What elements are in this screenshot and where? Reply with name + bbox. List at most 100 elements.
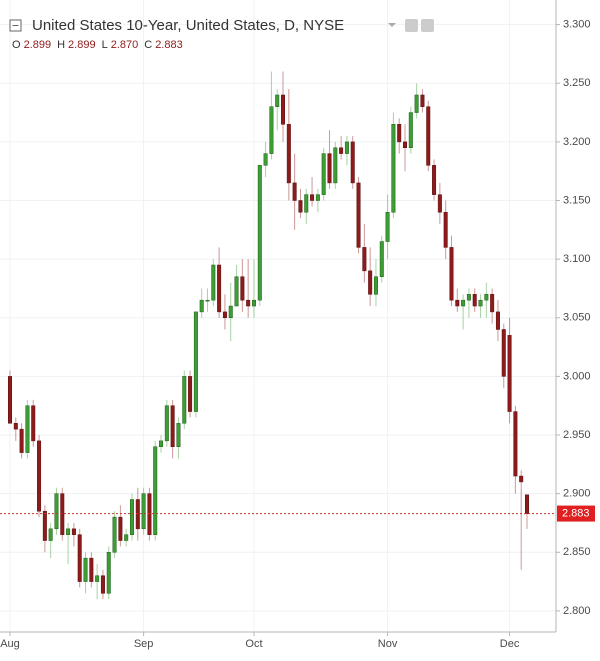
candle-body	[455, 299, 460, 307]
candle-body	[304, 194, 309, 213]
candle-body	[71, 528, 76, 535]
candle-body	[217, 264, 222, 313]
candle-body	[397, 124, 402, 143]
y-tick-label: 2.850	[563, 546, 591, 558]
candle-body	[147, 493, 152, 535]
candle-body	[234, 276, 239, 307]
candle-body	[89, 557, 94, 582]
candle-body	[135, 499, 140, 530]
candle-body	[403, 141, 408, 148]
candle-body	[246, 299, 251, 307]
header-label: O	[12, 39, 21, 51]
candle-body	[292, 182, 297, 201]
candles	[8, 71, 529, 600]
candle-body	[112, 516, 117, 553]
candle-body	[379, 241, 384, 277]
candle-body	[42, 510, 47, 541]
candle-body	[490, 294, 495, 313]
candle-body	[193, 311, 198, 412]
candle-body	[432, 165, 437, 195]
candle-body	[327, 153, 332, 184]
candle-body	[164, 405, 169, 442]
y-tick-label: 2.900	[563, 488, 591, 500]
candle-body	[408, 112, 413, 148]
dropdown-icon[interactable]	[388, 23, 396, 27]
candle-body	[356, 182, 361, 248]
candle-body	[19, 428, 24, 453]
candle-body	[344, 141, 349, 154]
candle-body	[54, 493, 59, 530]
candle-body	[269, 106, 274, 154]
candle-body	[333, 147, 338, 184]
candle-body	[484, 294, 489, 301]
candle-body	[240, 276, 245, 301]
candle-body	[478, 299, 483, 307]
candle-body	[176, 423, 181, 447]
y-tick-label: 2.800	[563, 605, 591, 617]
candle-body	[373, 276, 378, 295]
last-price-box	[557, 505, 595, 522]
candle-body	[83, 557, 88, 582]
candle-body	[461, 299, 466, 307]
candle-body	[281, 94, 286, 125]
candle-body	[13, 423, 18, 430]
y-tick-label: 3.050	[563, 312, 591, 324]
candle-body	[141, 493, 146, 530]
y-tick-label: 3.150	[563, 194, 591, 206]
candle-body	[275, 94, 280, 107]
candle-body	[100, 575, 105, 594]
candle-body	[426, 106, 431, 166]
candle-body	[129, 499, 134, 535]
header-label: C	[144, 39, 152, 51]
candle-body	[420, 94, 425, 107]
header-value: 2.899	[24, 39, 52, 51]
candle-body	[525, 494, 529, 514]
candle-body	[350, 141, 355, 184]
settings-icon[interactable]	[421, 19, 434, 32]
candle-body	[25, 405, 30, 453]
candle-body	[466, 294, 471, 301]
candle-body	[31, 405, 36, 442]
candle-body	[159, 440, 164, 447]
candle-body	[495, 311, 500, 330]
eye-icon[interactable]	[405, 19, 418, 32]
candle-body	[362, 247, 367, 272]
candle-body	[205, 299, 210, 302]
candle-body	[124, 534, 129, 541]
candle-body	[368, 270, 373, 295]
candle-body	[48, 528, 53, 541]
candle-body	[118, 516, 123, 541]
candle-body	[257, 165, 262, 301]
candle-body	[66, 528, 71, 535]
candle-body	[385, 211, 390, 242]
y-tick-label: 3.250	[563, 77, 591, 89]
candle-body	[501, 329, 506, 377]
candle-body	[228, 305, 233, 319]
y-tick-label: 3.100	[563, 253, 591, 265]
candle-body	[286, 124, 291, 184]
candle-body	[449, 247, 454, 301]
x-tick-label: Aug	[0, 638, 20, 650]
candle-body	[437, 194, 442, 213]
chart-title: United States 10-Year, United States, D,…	[32, 17, 344, 34]
x-tick-label: Oct	[245, 638, 262, 650]
candle-body	[95, 575, 100, 582]
candle-body	[513, 411, 518, 477]
header-value: 2.899	[68, 39, 96, 51]
candle-body	[443, 211, 448, 248]
y-tick-label: 3.200	[563, 136, 591, 148]
x-tick-label: Nov	[378, 638, 398, 650]
last-price-label: 2.883	[562, 507, 590, 519]
candle-body	[263, 153, 268, 166]
candle-body	[519, 475, 524, 483]
candle-body	[188, 376, 193, 412]
candle-body	[182, 376, 187, 424]
candle-body	[321, 153, 326, 195]
x-tick-label: Sep	[134, 638, 154, 650]
header-label: L	[102, 39, 108, 51]
candle-body	[507, 335, 512, 412]
candle-body	[37, 440, 42, 512]
y-tick-label: 3.300	[563, 19, 591, 31]
